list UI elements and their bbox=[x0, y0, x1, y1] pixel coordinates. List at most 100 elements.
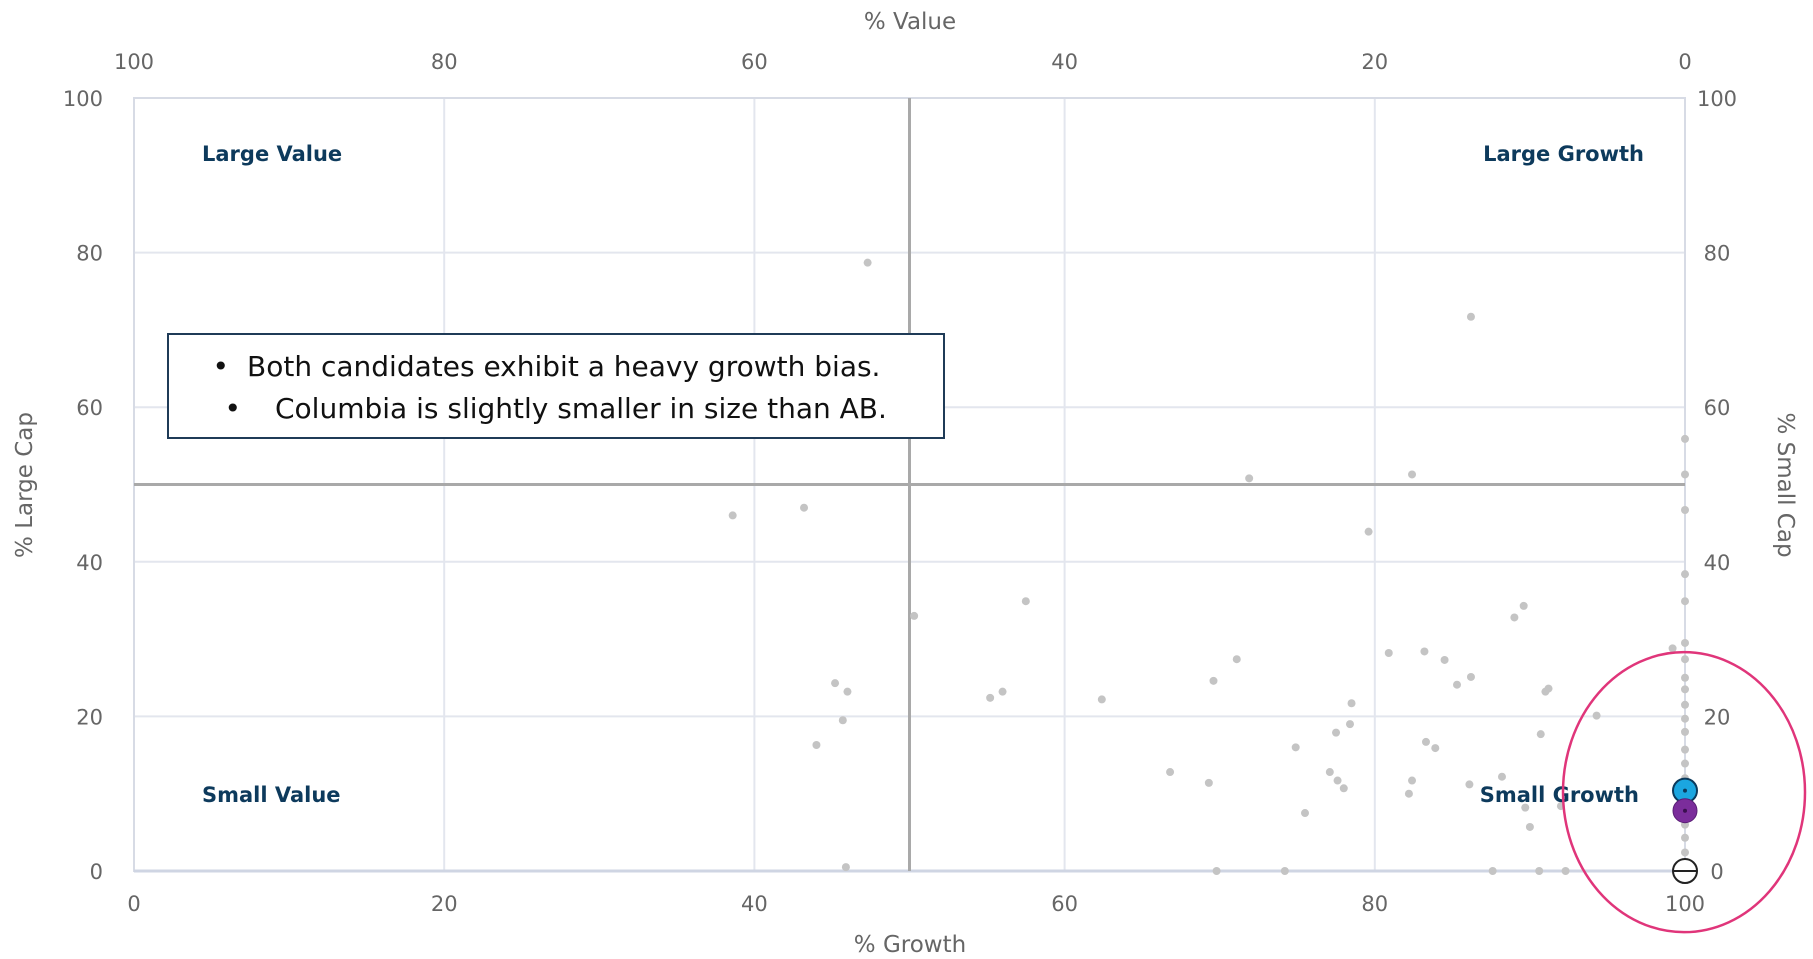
data-point bbox=[1291, 743, 1300, 752]
y-tick-label-right: 40 bbox=[1704, 551, 1731, 575]
annotation-box: • Both candidates exhibit a heavy growth… bbox=[167, 333, 945, 439]
data-point bbox=[1339, 784, 1348, 793]
data-point bbox=[1212, 867, 1221, 875]
x-tick-label-bottom: 60 bbox=[1051, 892, 1078, 916]
data-point bbox=[1521, 803, 1530, 812]
y-tick-label-left: 80 bbox=[76, 242, 103, 266]
data-point bbox=[1204, 778, 1213, 787]
data-point bbox=[812, 741, 821, 750]
y-tick-label-right: 100 bbox=[1697, 87, 1737, 111]
axis-title-layer: % Growth % Value % Large Cap % Small Cap bbox=[12, 9, 1798, 958]
data-point bbox=[1097, 695, 1106, 704]
data-point bbox=[1431, 744, 1440, 753]
y-tick-label-left: 0 bbox=[90, 860, 103, 884]
x-axis-title-top: % Value bbox=[864, 9, 956, 35]
data-point bbox=[1536, 730, 1545, 739]
x-tick-label-top: 20 bbox=[1361, 50, 1388, 74]
x-tick-label-top: 0 bbox=[1678, 50, 1691, 74]
data-point bbox=[1544, 684, 1553, 693]
data-point bbox=[1681, 470, 1689, 479]
x-tick-label-bottom: 20 bbox=[431, 892, 458, 916]
annotation-line-2: • Columbia is slightly smaller in size t… bbox=[169, 387, 943, 429]
data-point bbox=[1280, 867, 1289, 875]
candidate-point-purple-center bbox=[1683, 808, 1687, 813]
y-tick-label-left: 60 bbox=[76, 396, 103, 420]
data-point bbox=[1681, 833, 1689, 842]
data-point bbox=[1535, 867, 1544, 875]
data-point bbox=[1408, 776, 1417, 785]
data-point bbox=[998, 687, 1007, 696]
data-point bbox=[728, 511, 737, 520]
data-point bbox=[1681, 745, 1689, 754]
data-point bbox=[1681, 506, 1689, 515]
y-axis-title-left: % Large Cap bbox=[12, 412, 38, 558]
highlight-ellipse bbox=[1561, 650, 1807, 934]
data-point bbox=[1332, 728, 1341, 737]
data-point bbox=[1209, 676, 1218, 685]
point-layer bbox=[728, 258, 1689, 875]
x-axis-title-bottom: % Growth bbox=[854, 932, 966, 958]
data-point bbox=[1333, 776, 1342, 785]
data-point bbox=[1364, 527, 1373, 536]
x-tick-label-bottom: 80 bbox=[1361, 892, 1388, 916]
data-point bbox=[1453, 680, 1462, 689]
data-point bbox=[1681, 570, 1689, 579]
data-point bbox=[1245, 474, 1254, 483]
data-point bbox=[1561, 867, 1570, 875]
data-point bbox=[1466, 312, 1475, 321]
y-tick-label-right: 60 bbox=[1704, 396, 1731, 420]
data-point bbox=[1525, 822, 1534, 831]
y-axis-title-right: % Small Cap bbox=[1772, 412, 1798, 557]
data-point bbox=[986, 693, 995, 702]
data-point bbox=[1497, 772, 1506, 781]
y-tick-label-left: 100 bbox=[63, 87, 103, 111]
x-tick-label-top: 100 bbox=[114, 50, 154, 74]
annotation-line-1: • Both candidates exhibit a heavy growth… bbox=[169, 345, 943, 387]
quadrant-label-large-value: Large Value bbox=[202, 142, 342, 166]
data-point bbox=[863, 258, 872, 267]
data-point bbox=[1325, 768, 1334, 777]
data-point bbox=[1681, 848, 1689, 857]
y-tick-label-left: 40 bbox=[76, 551, 103, 575]
data-point bbox=[1466, 672, 1475, 681]
data-point bbox=[1166, 768, 1175, 777]
data-point bbox=[1681, 434, 1689, 443]
y-tick-label-right: 20 bbox=[1704, 705, 1731, 729]
data-point bbox=[1488, 867, 1497, 875]
quadrant-label-small-value: Small Value bbox=[202, 783, 341, 807]
data-point bbox=[1681, 655, 1689, 664]
data-point bbox=[1510, 613, 1519, 622]
data-point bbox=[1301, 809, 1310, 818]
data-point bbox=[1345, 720, 1354, 729]
x-tick-label-bottom: 40 bbox=[741, 892, 768, 916]
x-tick-label-top: 40 bbox=[1051, 50, 1078, 74]
data-point bbox=[1681, 673, 1689, 682]
bullet: • bbox=[224, 391, 241, 425]
quadrant-label-layer: Large Value Large Growth Small Value Sma… bbox=[202, 142, 1644, 807]
data-point bbox=[1668, 644, 1677, 653]
data-point bbox=[1384, 649, 1393, 658]
data-point bbox=[1408, 470, 1417, 479]
data-point bbox=[1681, 638, 1689, 647]
y-tick-label-left: 20 bbox=[76, 705, 103, 729]
data-point bbox=[1420, 647, 1429, 656]
quadrant-label-large-growth: Large Growth bbox=[1483, 142, 1644, 166]
data-point bbox=[831, 679, 840, 688]
highlight-layer bbox=[1561, 650, 1807, 934]
candidate-point-blue-center bbox=[1683, 788, 1687, 793]
data-point bbox=[841, 863, 850, 872]
quadrant-label-small-growth: Small Growth bbox=[1480, 783, 1639, 807]
y-tick-label-right: 0 bbox=[1710, 860, 1723, 884]
data-point bbox=[1681, 700, 1689, 709]
bullet: • bbox=[212, 349, 229, 383]
data-point bbox=[800, 503, 809, 512]
data-point bbox=[1681, 727, 1689, 736]
annotation-text-2: Columbia is slightly smaller in size tha… bbox=[275, 391, 887, 425]
data-point bbox=[910, 611, 919, 620]
x-tick-label-top: 80 bbox=[431, 50, 458, 74]
data-point bbox=[1021, 597, 1030, 606]
grid-layer bbox=[133, 97, 1686, 873]
